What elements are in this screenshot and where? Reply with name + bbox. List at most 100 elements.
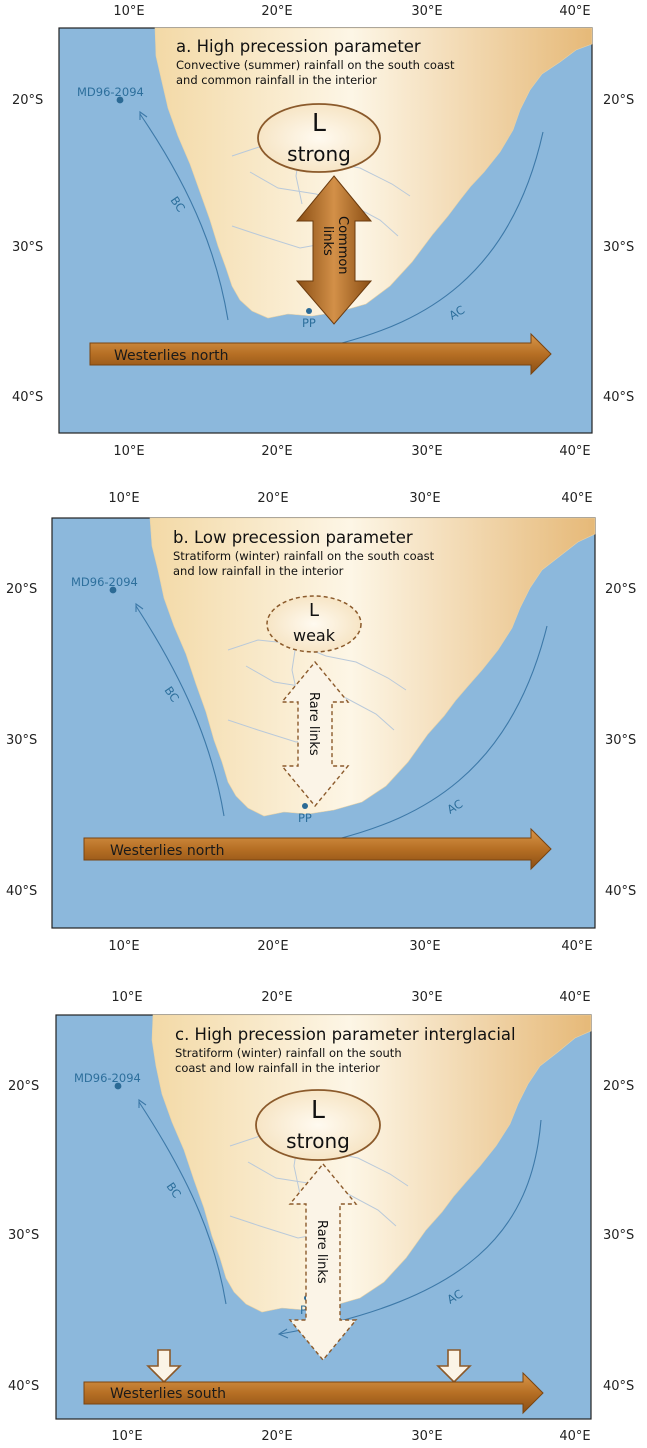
panel-b: 10°E 20°E 30°E 40°E MD96-2094 PP BC AC b… bbox=[6, 491, 636, 954]
lon-tick-bottom: 30°E bbox=[411, 1429, 442, 1444]
lon-tick-top: 40°E bbox=[559, 4, 590, 19]
lat-tick-right: 20°S bbox=[603, 93, 634, 108]
site-marker bbox=[302, 803, 308, 809]
lon-tick-bottom: 10°E bbox=[111, 1429, 142, 1444]
westerlies-shift-arrow-west bbox=[146, 1349, 182, 1384]
westerlies-label: Westerlies south bbox=[110, 1386, 226, 1402]
lon-tick-top: 40°E bbox=[559, 990, 590, 1005]
lat-tick-left: 30°S bbox=[8, 1228, 39, 1243]
current-label-east: AC bbox=[447, 303, 468, 323]
lon-tick-bottom: 30°E bbox=[409, 939, 440, 954]
lon-tick-bottom: 10°E bbox=[113, 444, 144, 459]
agulhas-current bbox=[337, 625, 548, 840]
links-label: Rare links bbox=[306, 692, 321, 756]
lon-tick-top: 30°E bbox=[409, 491, 440, 506]
agulhas-arrowhead bbox=[277, 1328, 289, 1339]
land-southern-africa bbox=[154, 27, 593, 319]
links-label: Rare links bbox=[314, 1220, 329, 1284]
lon-tick-top: 20°E bbox=[261, 4, 292, 19]
panel-title: a. High precession parameter bbox=[176, 37, 421, 56]
low-pressure-strength: weak bbox=[293, 626, 336, 645]
common-links-double-arrow bbox=[295, 175, 373, 325]
low-pressure-symbol: L bbox=[312, 108, 326, 137]
lat-tick-right: 20°S bbox=[605, 582, 636, 597]
current-label-east: AC bbox=[445, 797, 466, 817]
lon-tick-bottom: 20°E bbox=[261, 1429, 292, 1444]
land-southern-africa bbox=[149, 517, 596, 817]
lon-tick-top: 20°E bbox=[261, 990, 292, 1005]
lon-tick-top: 30°E bbox=[411, 4, 442, 19]
rare-links-double-arrow bbox=[288, 1162, 358, 1362]
low-pressure-symbol: L bbox=[309, 600, 319, 621]
low-pressure-symbol: L bbox=[311, 1095, 325, 1124]
lat-tick-left: 30°S bbox=[6, 733, 37, 748]
panel-title: b. Low precession parameter bbox=[173, 528, 413, 547]
benguela-arrowhead bbox=[139, 110, 148, 120]
benguela-current bbox=[138, 1101, 227, 1305]
lat-tick-right: 40°S bbox=[605, 884, 636, 899]
lat-tick-right: 30°S bbox=[605, 733, 636, 748]
site-marker bbox=[306, 308, 312, 314]
lon-tick-bottom: 10°E bbox=[108, 939, 139, 954]
site-label: PP bbox=[298, 811, 312, 825]
panel-subtitle-line1: Stratiform (winter) rainfall on the sout… bbox=[173, 549, 435, 563]
benguela-current bbox=[139, 113, 229, 321]
land-southern-africa bbox=[151, 1014, 592, 1313]
low-pressure-ellipse bbox=[266, 595, 362, 653]
westerlies-label: Westerlies north bbox=[110, 843, 224, 859]
lat-tick-left: 40°S bbox=[6, 884, 37, 899]
lon-tick-bottom: 40°E bbox=[559, 1429, 590, 1444]
westerlies-shift-arrow-east bbox=[436, 1349, 472, 1384]
westerlies-arrow bbox=[89, 332, 552, 376]
core-site-label: MD96-2094 bbox=[71, 575, 138, 589]
lat-tick-left: 20°S bbox=[8, 1079, 39, 1094]
low-pressure-ellipse bbox=[257, 103, 381, 173]
benguela-arrowhead bbox=[135, 602, 144, 612]
lat-tick-right: 20°S bbox=[603, 1079, 634, 1094]
panel-subtitle-line2: and low rainfall in the interior bbox=[173, 564, 344, 578]
lat-tick-right: 40°S bbox=[603, 390, 634, 405]
lon-tick-bottom: 40°E bbox=[559, 444, 590, 459]
lat-tick-right: 40°S bbox=[603, 1379, 634, 1394]
benguela-arrowhead bbox=[138, 1098, 147, 1108]
benguela-current bbox=[135, 605, 225, 817]
core-site-marker bbox=[109, 586, 117, 594]
lat-tick-left: 20°S bbox=[12, 93, 43, 108]
lat-tick-left: 30°S bbox=[12, 240, 43, 255]
lon-tick-bottom: 30°E bbox=[411, 444, 442, 459]
lon-tick-bottom: 40°E bbox=[561, 939, 592, 954]
lon-tick-top: 40°E bbox=[561, 491, 592, 506]
lat-tick-right: 30°S bbox=[603, 1228, 634, 1243]
lat-tick-left: 20°S bbox=[6, 582, 37, 597]
lon-tick-top: 30°E bbox=[411, 990, 442, 1005]
panel-a: 10°E 20°E 30°E 40°E MD96-2094 PP BC AC a… bbox=[12, 4, 634, 459]
westerlies-arrow bbox=[83, 1371, 544, 1415]
lat-tick-right: 30°S bbox=[603, 240, 634, 255]
lat-tick-left: 40°S bbox=[8, 1379, 39, 1394]
low-pressure-strength: strong bbox=[286, 1129, 350, 1153]
core-site-label: MD96-2094 bbox=[77, 85, 144, 99]
lon-tick-top: 10°E bbox=[108, 491, 139, 506]
lon-tick-top: 10°E bbox=[113, 4, 144, 19]
site-label: PP bbox=[302, 316, 316, 330]
lon-tick-top: 10°E bbox=[111, 990, 142, 1005]
low-pressure-ellipse bbox=[255, 1089, 381, 1161]
lon-tick-top: 20°E bbox=[257, 491, 288, 506]
agulhas-current bbox=[279, 1119, 542, 1335]
panel-subtitle-line1: Convective (summer) rainfall on the sout… bbox=[176, 58, 455, 72]
lon-tick-bottom: 20°E bbox=[261, 444, 292, 459]
panel-subtitle-line2: coast and low rainfall in the interior bbox=[175, 1061, 380, 1075]
panel-subtitle-line1: Stratiform (winter) rainfall on the sout… bbox=[175, 1046, 402, 1060]
links-label: Common links bbox=[320, 216, 350, 279]
panel-title: c. High precession parameter interglacia… bbox=[175, 1025, 516, 1044]
agulhas-current bbox=[341, 131, 544, 344]
panel-subtitle-line2: and common rainfall in the interior bbox=[176, 73, 377, 87]
rare-links-double-arrow bbox=[280, 660, 350, 808]
core-site-marker bbox=[116, 96, 124, 104]
current-label-east: AC bbox=[445, 1287, 466, 1307]
core-site-marker bbox=[114, 1082, 122, 1090]
low-pressure-strength: strong bbox=[287, 142, 351, 166]
westerlies-arrow bbox=[83, 827, 552, 871]
lon-tick-bottom: 20°E bbox=[257, 939, 288, 954]
